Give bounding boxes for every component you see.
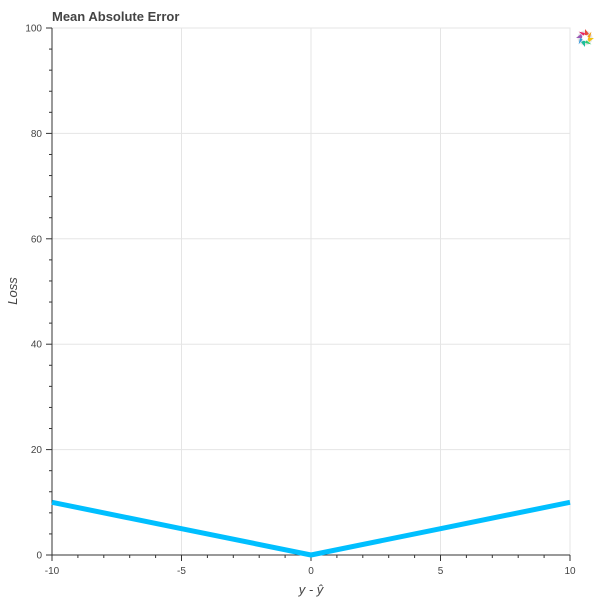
y-tick-label: 20 <box>31 445 43 456</box>
y-tick-label: 0 <box>36 551 42 562</box>
y-tick-label: 40 <box>31 340 43 351</box>
chart-title: Mean Absolute Error <box>52 9 180 24</box>
y-ticks: 0 20 40 60 80 100 <box>25 24 52 562</box>
y-tick-label: 80 <box>31 129 43 140</box>
x-tick-label: 0 <box>308 566 314 577</box>
x-tick-label: 5 <box>438 566 444 577</box>
series-line <box>51 499 571 558</box>
series-lines <box>51 499 571 558</box>
y-axis-label: Loss <box>5 277 20 305</box>
x-tick-label: -5 <box>177 566 186 577</box>
x-tick-label: -10 <box>45 566 60 577</box>
y-tick-label: 100 <box>25 24 42 35</box>
x-tick-label: 10 <box>564 566 576 577</box>
x-axis-label: y - ŷ <box>298 582 325 597</box>
bokeh-logo-icon[interactable] <box>575 28 595 48</box>
x-ticks: -10 -5 0 5 10 <box>45 555 576 577</box>
y-tick-label: 60 <box>31 234 43 245</box>
